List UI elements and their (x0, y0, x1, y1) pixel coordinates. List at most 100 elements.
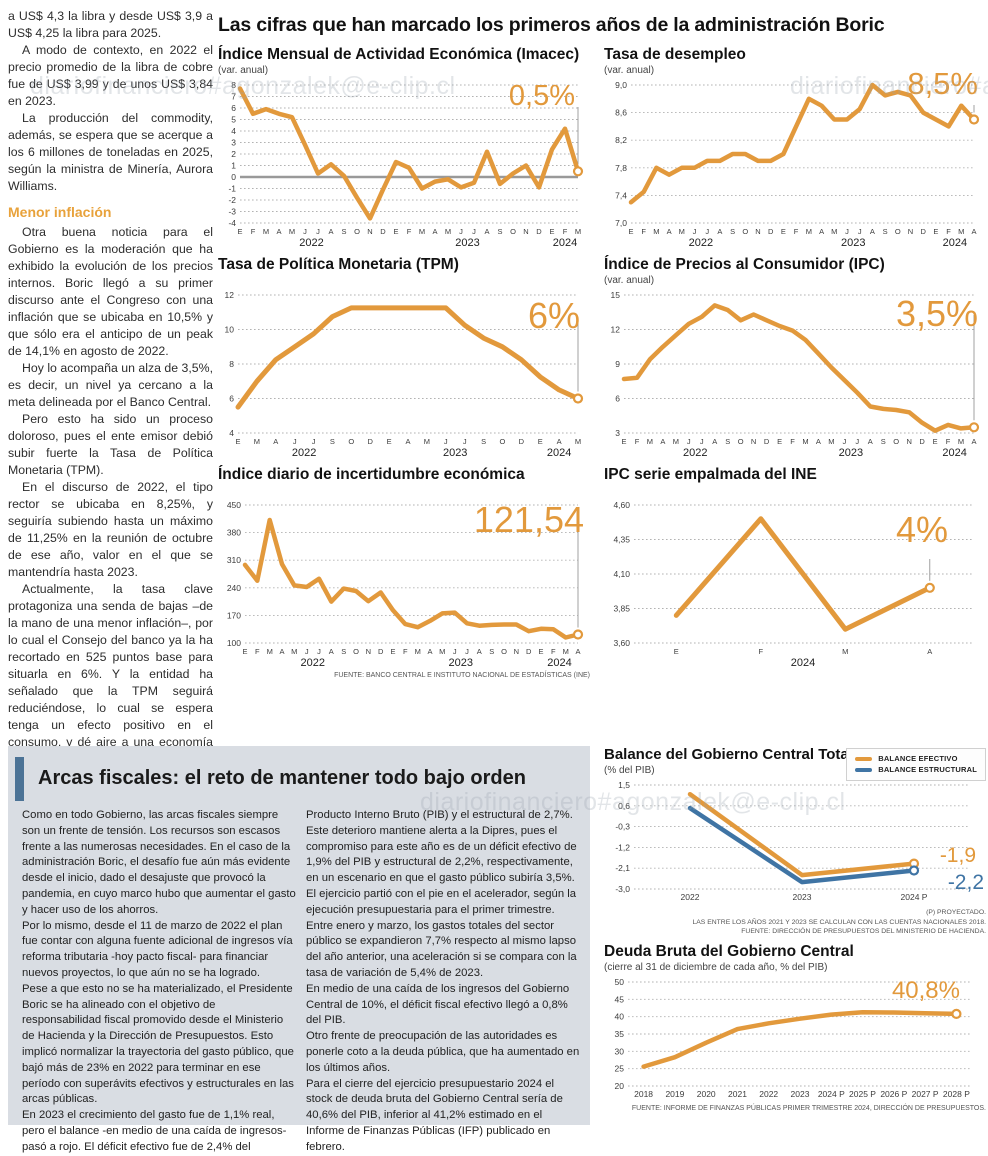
svg-text:E: E (621, 437, 626, 446)
svg-text:M: M (291, 647, 297, 656)
svg-text:10: 10 (225, 325, 235, 335)
svg-text:D: D (536, 227, 542, 236)
svg-text:E: E (933, 227, 938, 236)
svg-text:4,10: 4,10 (613, 569, 630, 579)
svg-text:J: J (845, 227, 849, 236)
svg-text:E: E (538, 437, 543, 446)
svg-text:N: N (366, 647, 371, 656)
svg-text:J: J (700, 437, 704, 446)
svg-text:A: A (328, 227, 333, 236)
svg-text:S: S (481, 437, 486, 446)
svg-text:F: F (563, 227, 568, 236)
svg-text:A: A (484, 227, 489, 236)
svg-text:8: 8 (229, 359, 234, 369)
balance-notes: (P) PROYECTADO. LAS ENTRE LOS AÑOS 2021 … (604, 908, 986, 937)
balance-efectivo-value: -1,9 (939, 844, 976, 867)
svg-text:J: J (317, 647, 321, 656)
ipc-plot: 15 12 9 6 3 E F M A M J J A S O N D E F M A M J J A S O N D E F M A 2022 2… (604, 287, 986, 459)
svg-text:2024: 2024 (553, 237, 577, 249)
svg-text:A: A (971, 227, 976, 236)
svg-text:45: 45 (615, 994, 625, 1004)
svg-text:2023: 2023 (791, 1089, 810, 1099)
desempleo-plot: 9,0 8,6 8,2 7,8 7,4 7,0 E F M A M J J A S O N D E F M A M J J A S O… (604, 77, 986, 249)
fiscal-headline: Arcas fiscales: el reto de mantener todo… (38, 767, 526, 789)
svg-text:8: 8 (231, 80, 236, 90)
svg-text:2024: 2024 (547, 447, 571, 459)
svg-text:4: 4 (231, 126, 236, 136)
deuda-plot: 50 45 40 35 30 25 20 2018 2019 2020 2021 2022 2023 20… (604, 974, 986, 1102)
svg-text:M: M (254, 437, 260, 446)
svg-text:1,5: 1,5 (618, 780, 630, 790)
svg-text:A: A (819, 227, 824, 236)
svg-text:A: A (660, 437, 665, 446)
svg-text:2024: 2024 (942, 447, 966, 459)
svg-text:E: E (549, 227, 554, 236)
svg-text:A: A (667, 227, 672, 236)
source-note: FUENTE: BANCO CENTRAL E INSTITUTO NACION… (334, 672, 590, 679)
svg-text:450: 450 (227, 500, 241, 510)
chart-tpm: Tasa de Política Monetaria (TPM) 12 10 8 6 4… (218, 256, 590, 470)
svg-text:A: A (427, 647, 432, 656)
svg-text:O: O (895, 227, 901, 236)
svg-text:E: E (237, 227, 242, 236)
chart-title: Índice de Precios al Consumidor (IPC) (604, 256, 885, 273)
svg-text:2019: 2019 (665, 1089, 684, 1099)
svg-text:M: M (563, 647, 569, 656)
fiscal-article-panel: Arcas fiscales: el reto de mantener todo… (8, 746, 590, 1153)
tpm-plot: 12 10 8 6 4 E M A J J S O D E A M J J S O D E A M 2022 2023 2024 (218, 287, 590, 459)
svg-text:N: N (514, 647, 519, 656)
svg-text:2024: 2024 (791, 657, 815, 669)
estructural-swatch (855, 767, 873, 772)
ipc-empalmada-latest-value: 4% (895, 509, 948, 550)
imacec-latest-value: 0,5% (508, 80, 575, 112)
chart-title: IPC serie empalmada del INE (604, 466, 817, 483)
svg-text:E: E (387, 437, 392, 446)
deuda-latest-value: 40,8% (891, 977, 960, 1004)
svg-text:S: S (341, 227, 346, 236)
svg-text:2020: 2020 (697, 1089, 716, 1099)
article-paragraph: Para el cierre del ejercicio presupuesta… (306, 1077, 563, 1153)
svg-text:2: 2 (231, 149, 236, 159)
svg-text:A: A (432, 227, 437, 236)
article-paragraph: La producción del commodity, además, se … (8, 111, 213, 193)
svg-text:4: 4 (229, 428, 234, 438)
balance-plot: 1,5 0,6 -0,3 -1,2 -2,1 -3,0 2022 2023 2024 P (604, 777, 986, 905)
svg-text:2023: 2023 (449, 657, 473, 669)
note-line: (P) PROYECTADO. (926, 909, 986, 916)
svg-text:7,8: 7,8 (615, 163, 627, 173)
svg-text:50: 50 (615, 977, 625, 987)
svg-text:F: F (946, 437, 951, 446)
svg-text:M: M (842, 647, 848, 656)
article-paragraph: Pero esto ha sido un proceso doloroso, p… (8, 412, 213, 477)
chart-title: Índice diario de incertidumbre económica (218, 466, 525, 483)
svg-text:S: S (497, 227, 502, 236)
article-paragraph: En 2023 el crecimiento del gasto fue de … (22, 1109, 287, 1153)
svg-text:2022: 2022 (681, 892, 700, 902)
svg-text:J: J (453, 647, 457, 656)
article-paragraph: Hoy lo acompaña un alza de 3,5%, es deci… (8, 361, 213, 409)
svg-text:-2,1: -2,1 (615, 863, 630, 873)
svg-text:M: M (806, 227, 812, 236)
svg-text:-3,0: -3,0 (615, 884, 630, 894)
svg-text:8,2: 8,2 (615, 135, 627, 145)
svg-text:J: J (305, 647, 309, 656)
svg-text:F: F (790, 437, 795, 446)
svg-text:3,60: 3,60 (613, 638, 630, 648)
svg-text:J: J (472, 227, 476, 236)
svg-text:2023: 2023 (841, 237, 865, 249)
svg-text:170: 170 (227, 610, 241, 620)
svg-text:J: J (316, 227, 320, 236)
svg-text:S: S (730, 227, 735, 236)
article-subhead: Menor inflación (8, 204, 112, 220)
chart-subtitle: (var. anual) (604, 275, 655, 286)
svg-text:M: M (653, 227, 659, 236)
tpm-latest-value: 6% (527, 295, 580, 336)
svg-text:-1,2: -1,2 (615, 842, 630, 852)
svg-text:J: J (444, 437, 448, 446)
svg-text:F: F (551, 647, 556, 656)
svg-text:J: J (293, 437, 297, 446)
svg-text:3: 3 (615, 428, 620, 438)
svg-text:A: A (477, 647, 482, 656)
svg-text:-1: -1 (228, 184, 236, 194)
svg-text:-3: -3 (228, 207, 236, 217)
